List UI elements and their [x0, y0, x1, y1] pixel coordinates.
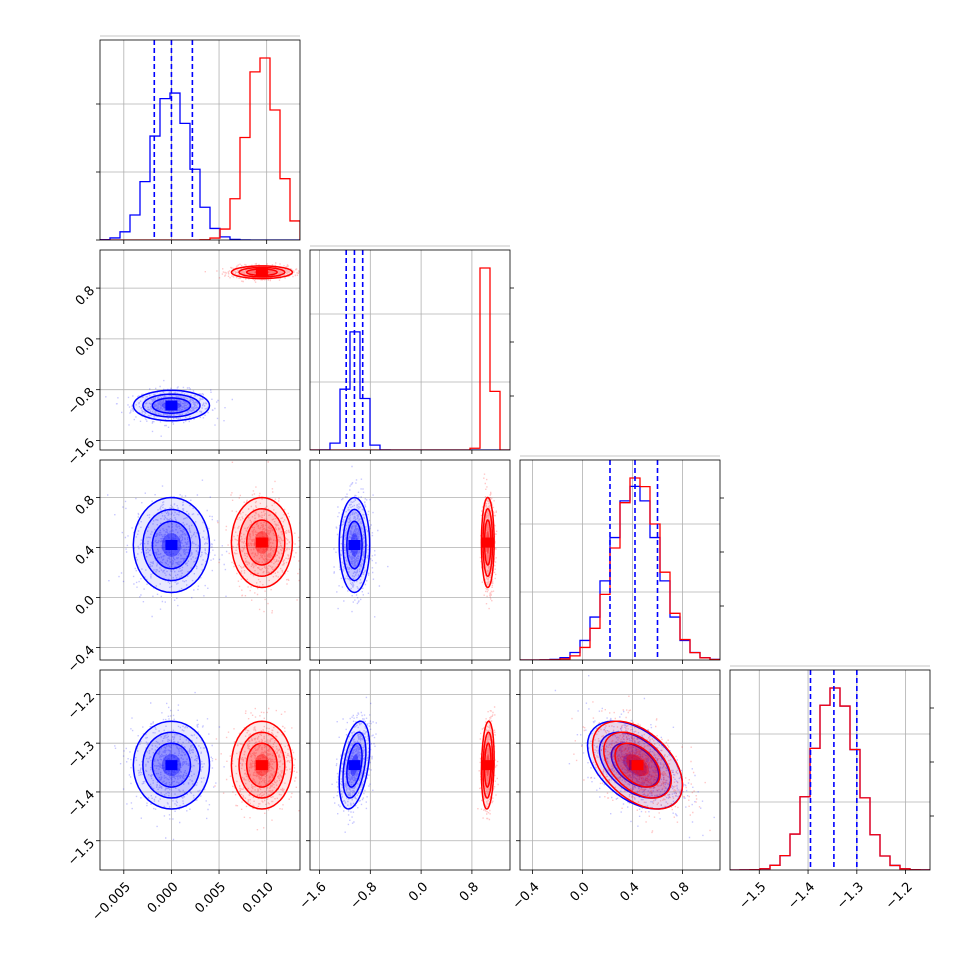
histogram-red	[100, 57, 300, 240]
panel-frame	[99, 39, 301, 241]
scatter-panel-3-1: −1.6 −0.8 0.0 0.8	[297, 669, 511, 913]
density-peak-blue	[165, 760, 178, 771]
histogram-panel-0	[96, 35, 301, 244]
y-tick-label: −0.8	[65, 385, 98, 418]
panel-frame	[99, 249, 301, 451]
histogram-red	[310, 267, 510, 450]
y-tick-label: −1.6	[65, 436, 98, 469]
x-tick-label: 0.000	[145, 880, 182, 917]
y-tick-label: 0.4	[73, 543, 98, 568]
y-tick-label: −1.4	[65, 787, 98, 820]
x-tick-label: 0.0	[567, 880, 592, 905]
x-tick-label: 0.4	[617, 880, 642, 905]
x-tick-label: −0.8	[348, 880, 381, 913]
scatter-points-red	[571, 695, 711, 834]
histogram-red	[520, 477, 720, 660]
y-tick-label: −1.5	[65, 836, 98, 869]
density-peak-red	[631, 760, 644, 771]
histogram-panel-3: −1.5 −1.4 −1.3 −1.2	[729, 665, 934, 913]
x-tick-label: −1.5	[737, 880, 770, 913]
x-tick-label: 0.010	[240, 880, 277, 917]
density-peak-red	[481, 760, 494, 771]
histogram-red	[730, 687, 930, 870]
density-peak-blue	[165, 540, 178, 550]
scatter-panel-2-0: −0.4 0.0 0.4 0.8	[65, 459, 301, 676]
x-tick-label: −1.6	[297, 880, 330, 913]
x-tick-label: 0.8	[667, 880, 692, 905]
panel-frame	[99, 669, 301, 871]
panel-frame	[729, 669, 931, 871]
x-tick-label: −1.4	[785, 880, 818, 913]
panel-content	[730, 670, 930, 870]
panel-content	[105, 262, 300, 437]
panel-frame	[309, 459, 511, 661]
density-peak-red	[255, 537, 268, 548]
scatter-panel-3-0: −0.005 0.000 0.005 0.010 −1.5 −1.4 −1.3 −1.2	[65, 669, 301, 925]
y-tick-label: 0.0	[73, 334, 98, 359]
y-tick-label: 0.8	[73, 493, 98, 518]
panel-frame	[519, 459, 721, 661]
x-tick-label: 0.8	[457, 880, 482, 905]
panel-content	[107, 461, 300, 618]
y-tick-label: 0.0	[73, 593, 98, 618]
panel-content	[554, 675, 715, 839]
scatter-points-blue	[107, 479, 228, 618]
panel-frame	[309, 249, 511, 451]
x-tick-label: −0.005	[89, 880, 134, 925]
x-tick-label: 0.005	[192, 880, 229, 917]
histogram-panel-1	[309, 245, 514, 454]
panel-content	[100, 40, 300, 240]
x-tick-label: 0.0	[406, 880, 431, 905]
scatter-panel-3-2: −0.4 0.0 0.4 0.8	[510, 669, 721, 913]
density-peak-red	[255, 267, 268, 278]
panel-frame	[99, 459, 301, 661]
density-peak-red	[481, 537, 494, 548]
x-tick-label: −1.3	[834, 880, 867, 913]
panel-content	[333, 465, 498, 618]
scatter-panel-2-1	[306, 459, 511, 664]
density-peak-red	[255, 760, 268, 771]
histogram-blue	[730, 687, 930, 870]
panel-content	[310, 250, 510, 450]
x-tick-label: −0.4	[510, 880, 543, 913]
panel-frame	[519, 669, 721, 871]
y-tick-label: −1.2	[65, 690, 98, 723]
histogram-panel-2	[519, 455, 724, 664]
y-tick-label: 0.8	[73, 284, 98, 309]
density-peak-blue	[165, 400, 178, 411]
histogram-blue	[310, 331, 510, 450]
panel-content	[331, 696, 499, 833]
panel-content	[114, 691, 300, 841]
y-tick-label: −0.4	[65, 643, 98, 676]
density-peak-blue	[348, 760, 361, 771]
panel-content	[520, 460, 720, 660]
panel-frame	[309, 669, 511, 871]
x-tick-label: −1.2	[883, 880, 916, 913]
histogram-blue	[100, 92, 300, 240]
density-peak-blue	[348, 540, 361, 550]
y-tick-label: −1.3	[65, 739, 98, 772]
scatter-panel-1-0: −1.6 −0.8 0.0 0.8	[65, 249, 301, 469]
scatter-points-red	[214, 707, 300, 831]
